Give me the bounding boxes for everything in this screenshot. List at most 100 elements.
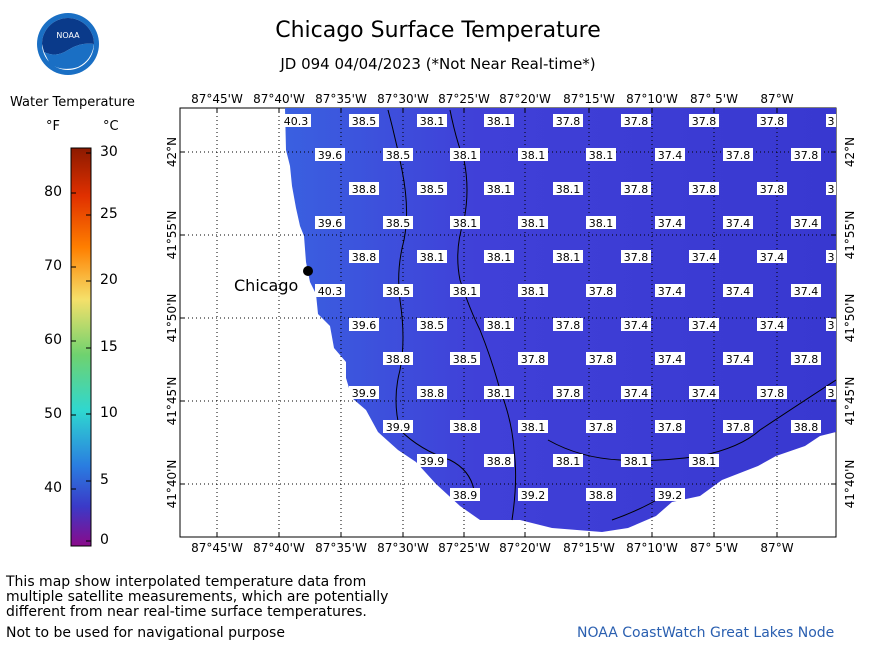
temperature-label: 37.8 [621, 182, 651, 196]
legend-c-tick: 5 [100, 472, 109, 488]
svg-text:38.1: 38.1 [589, 149, 614, 162]
svg-text:38.5: 38.5 [352, 115, 377, 128]
lat-label: 41°50'N [165, 294, 179, 343]
svg-text:37.4: 37.4 [658, 285, 683, 298]
svg-text:39.2: 39.2 [521, 489, 546, 502]
lat-label: 41°45'N [165, 377, 179, 426]
lat-label: 41°50'N [843, 294, 857, 343]
svg-text:39.6: 39.6 [318, 149, 343, 162]
temperature-label: 39.2 [518, 488, 548, 502]
lat-label: 41°40'N [843, 460, 857, 509]
legend-f-tick: 80 [44, 184, 62, 200]
lon-label: 87°W [760, 92, 793, 106]
lon-label: 87°35'W [315, 541, 367, 555]
svg-text:37.4: 37.4 [624, 319, 649, 332]
svg-text:38.5: 38.5 [386, 149, 411, 162]
legend-c-tick: 20 [100, 272, 118, 288]
svg-text:38.1: 38.1 [453, 285, 478, 298]
noaa-logo: NOAA [36, 12, 100, 76]
svg-text:38.1: 38.1 [420, 251, 445, 264]
svg-text:37.8: 37.8 [726, 149, 751, 162]
temperature-label: 37.4 [723, 216, 753, 230]
temperature-label: 38.5 [383, 284, 413, 298]
footer-note-line: multiple satellite measurements, which a… [6, 589, 389, 605]
temperature-label: 40.3 [281, 114, 311, 128]
temperature-label: 37.4 [655, 216, 685, 230]
temperature-label: 37.8 [757, 182, 787, 196]
svg-text:37.8: 37.8 [589, 353, 614, 366]
lon-label: 87°20'W [499, 541, 551, 555]
svg-text:3: 3 [828, 251, 835, 264]
svg-text:38.8: 38.8 [420, 387, 445, 400]
svg-text:37.4: 37.4 [726, 217, 751, 230]
svg-text:38.1: 38.1 [453, 149, 478, 162]
page-subtitle: JD 094 04/04/2023 (*Not Near Real-time*) [280, 55, 596, 73]
svg-text:38.1: 38.1 [521, 285, 546, 298]
lat-labels-left: 42°N 41°55'N 41°50'N 41°45'N 41°40'N [165, 137, 179, 509]
svg-text:39.9: 39.9 [386, 421, 411, 434]
temperature-label: 38.1 [518, 216, 548, 230]
temperature-label: 3 [826, 250, 836, 264]
temperature-label: 37.4 [757, 318, 787, 332]
temperature-label: 37.4 [621, 318, 651, 332]
svg-text:37.4: 37.4 [794, 217, 819, 230]
svg-text:3: 3 [828, 115, 835, 128]
svg-text:38.1: 38.1 [487, 115, 512, 128]
temperature-label: 3 [826, 386, 836, 400]
temperature-label: 37.4 [655, 352, 685, 366]
city-marker [303, 266, 313, 276]
temperature-label: 37.8 [791, 148, 821, 162]
svg-text:37.8: 37.8 [760, 387, 785, 400]
lon-label: 87°40'W [253, 541, 305, 555]
svg-text:37.8: 37.8 [692, 183, 717, 196]
temperature-label: 38.5 [417, 182, 447, 196]
temperature-label: 38.1 [586, 216, 616, 230]
temperature-label: 37.8 [723, 148, 753, 162]
svg-text:37.8: 37.8 [794, 149, 819, 162]
svg-text:38.1: 38.1 [487, 251, 512, 264]
svg-text:37.8: 37.8 [692, 115, 717, 128]
temperature-label: 38.8 [349, 250, 379, 264]
svg-text:38.1: 38.1 [556, 455, 581, 468]
temperature-label: 39.6 [315, 216, 345, 230]
svg-text:37.4: 37.4 [692, 251, 717, 264]
svg-text:40.3: 40.3 [284, 115, 309, 128]
svg-text:38.1: 38.1 [521, 149, 546, 162]
svg-text:38.1: 38.1 [420, 115, 445, 128]
temperature-label: 38.5 [349, 114, 379, 128]
legend-f-tick: 60 [44, 332, 62, 348]
temperature-label: 38.8 [417, 386, 447, 400]
lon-label: 87°25'W [438, 541, 490, 555]
temperature-label: 3 [826, 182, 836, 196]
svg-text:37.8: 37.8 [760, 183, 785, 196]
svg-text:39.6: 39.6 [352, 319, 377, 332]
lon-label: 87°15'W [563, 92, 615, 106]
lon-label: 87°45'W [191, 541, 243, 555]
temperature-label: 40.3 [315, 284, 345, 298]
lon-label: 87° 5'W [690, 92, 738, 106]
temperature-label: 37.4 [757, 250, 787, 264]
svg-text:39.9: 39.9 [420, 455, 445, 468]
svg-text:37.8: 37.8 [658, 421, 683, 434]
svg-text:37.4: 37.4 [760, 319, 785, 332]
temperature-label: 39.2 [655, 488, 685, 502]
svg-text:37.8: 37.8 [589, 421, 614, 434]
svg-text:3: 3 [828, 183, 835, 196]
temperature-label: 38.1 [484, 114, 514, 128]
lat-label: 42°N [843, 137, 857, 167]
svg-text:37.8: 37.8 [726, 421, 751, 434]
temperature-label: 37.4 [689, 250, 719, 264]
legend-f-tick: 40 [44, 480, 62, 496]
svg-text:39.2: 39.2 [658, 489, 683, 502]
temperature-label: 38.8 [791, 420, 821, 434]
temperature-label: 3 [826, 114, 836, 128]
temperature-label: 38.1 [484, 386, 514, 400]
axis-ticks [180, 108, 836, 537]
svg-text:37.4: 37.4 [624, 387, 649, 400]
lat-label: 41°55'N [165, 211, 179, 260]
temperature-labels: 40.3 38.5 38.1 38.1 37.8 37.8 37.8 37.8 3 39.6 38.… [281, 114, 836, 502]
temperature-label: 37.4 [655, 148, 685, 162]
temperature-label: 38.1 [553, 454, 583, 468]
lon-label: 87°W [760, 541, 793, 555]
